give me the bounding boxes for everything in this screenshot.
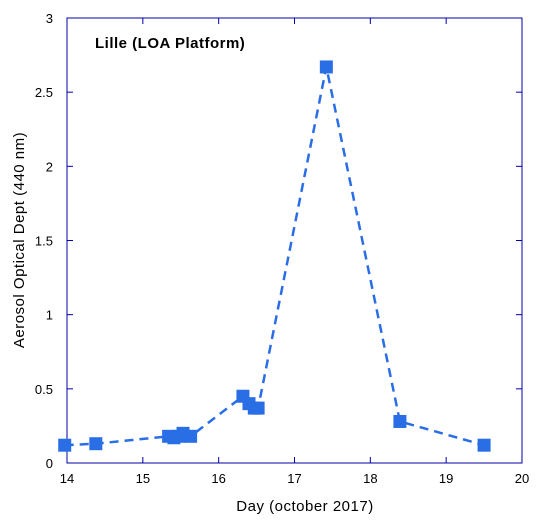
y-tick-label: 2.5: [35, 85, 53, 100]
y-tick-label: 1.5: [35, 234, 53, 249]
data-point: [89, 437, 103, 451]
axis-ticks: 14 15 16 17 18 19 20 0 0.5 1 1.5 2 2.5 3: [35, 11, 529, 486]
data-point: [319, 60, 333, 74]
x-tick-label: 20: [515, 471, 529, 486]
y-tick-label: 2: [46, 159, 53, 174]
chart-title: Lille (LOA Platform): [95, 35, 245, 52]
plot-frame: [66, 17, 523, 464]
series-line: [64, 66, 485, 447]
x-tick-label: 14: [60, 471, 74, 486]
x-tick-label: 17: [287, 471, 301, 486]
x-tick-label: 19: [439, 471, 453, 486]
y-tick-label: 0: [46, 456, 53, 471]
x-axis-label: Day (october 2017): [236, 498, 373, 515]
y-tick-label: 3: [46, 11, 53, 26]
data-point: [393, 414, 407, 428]
data-point: [251, 401, 265, 415]
x-tick-label: 15: [136, 471, 150, 486]
x-tick-label: 16: [211, 471, 225, 486]
series-layer: [58, 60, 491, 452]
x-tick-label: 18: [363, 471, 377, 486]
data-point: [477, 438, 491, 452]
y-tick-label: 1: [46, 308, 53, 323]
y-tick-label: 0.5: [35, 382, 53, 397]
y-axis-label: Aerosol Optical Dept (440 nm): [11, 132, 28, 348]
data-point: [58, 438, 72, 452]
data-point: [184, 429, 198, 443]
